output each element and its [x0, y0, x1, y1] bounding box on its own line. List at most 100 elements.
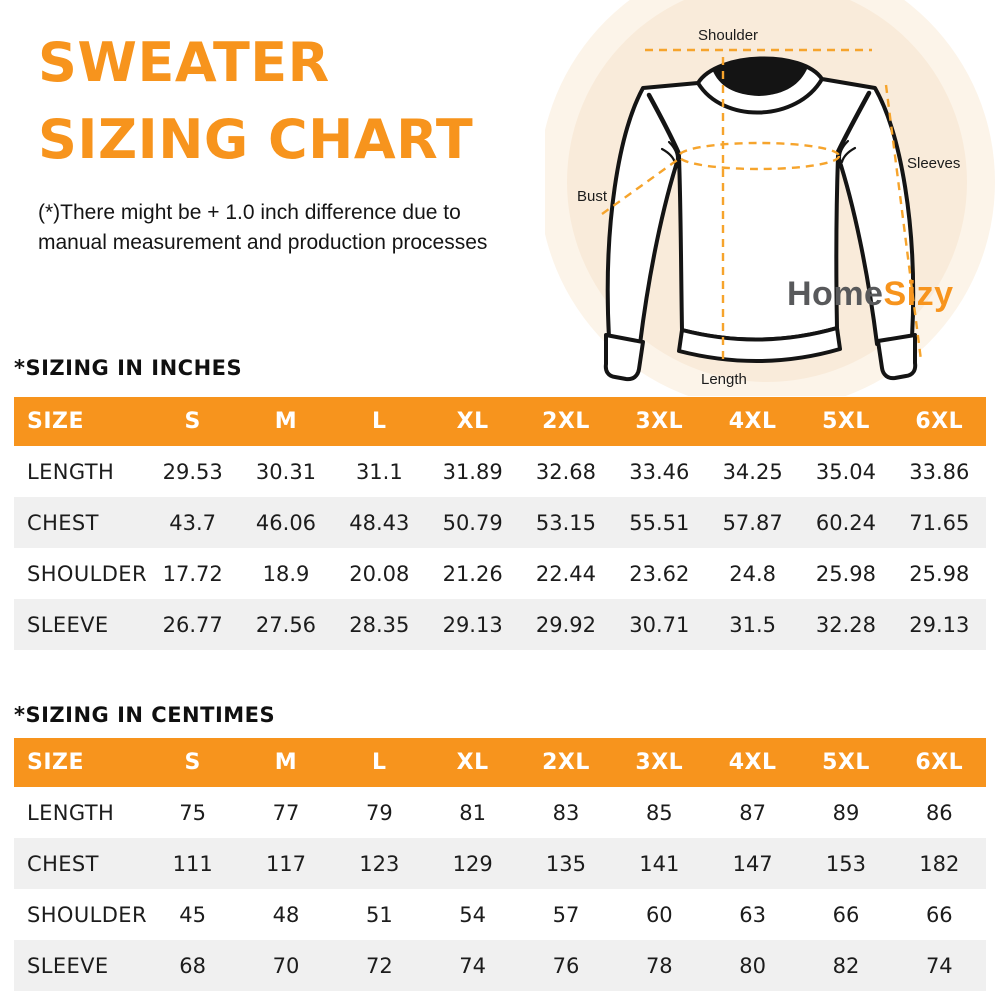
size-value: 60 — [645, 902, 673, 927]
size-value: 182 — [919, 851, 960, 876]
inches-table-title: *SIZING IN INCHES — [14, 356, 243, 380]
length-label: Length — [701, 371, 747, 388]
row-label: SHOULDER — [27, 561, 147, 586]
row-label: LENGTH — [27, 459, 115, 484]
size-value: 68 — [179, 953, 207, 978]
column-header-2xl: 2XL — [519, 738, 613, 787]
logo-text-home: Home — [787, 275, 884, 313]
size-value: 77 — [272, 800, 300, 825]
column-header-xl: XL — [425, 397, 520, 446]
raglan-seam-left — [646, 92, 682, 157]
size-value: 63 — [739, 902, 766, 927]
size-value: 141 — [639, 851, 680, 876]
centimeters-table-container: SIZE S M L XL 2XL 3XL 4XL 5XL 6XL LENGTH 75 77 79 81 83… — [14, 738, 986, 991]
size-value: 89 — [832, 800, 860, 825]
hem-band — [677, 326, 842, 364]
sizing-tables-section: *SIZING IN INCHES SIZE S M L XL 2XL 3XL 4XL 5XL 6… — [14, 356, 986, 991]
column-header-2xl: 2XL — [519, 397, 613, 446]
size-value: 60.24 — [815, 510, 877, 535]
size-value: 51 — [365, 902, 393, 927]
column-header-l: L — [332, 738, 426, 787]
cuff-right — [876, 333, 918, 381]
size-value: 153 — [825, 851, 866, 876]
size-value: 53.15 — [535, 510, 597, 535]
size-value: 26.77 — [162, 612, 223, 637]
row-label: SLEEVE — [27, 612, 109, 637]
row-label: CHEST — [27, 851, 99, 876]
sleeve-measure-line — [884, 84, 923, 361]
sweater-illustration — [545, 0, 995, 396]
table-row-sleeve: SLEEVE 26.77 27.56 28.35 29.13 29.92 30.71 31.5… — [14, 599, 986, 650]
column-header-size: SIZE — [14, 738, 146, 787]
size-value: 46.06 — [255, 510, 317, 535]
column-header-xl: XL — [425, 738, 520, 787]
size-value: 70 — [272, 953, 300, 978]
size-value: 21.26 — [442, 561, 503, 586]
size-value: 17.72 — [162, 561, 223, 586]
bust-pointer-line — [601, 157, 681, 215]
size-value: 135 — [545, 851, 587, 876]
size-value: 35.04 — [815, 459, 877, 484]
bust-measure-ellipse — [677, 141, 841, 171]
row-label: LENGTH — [27, 800, 115, 825]
row-label: SLEEVE — [27, 953, 109, 978]
size-value: 33.46 — [629, 459, 690, 484]
column-header-4xl: 4XL — [705, 397, 800, 446]
size-value: 117 — [265, 851, 307, 876]
size-value: 66 — [832, 902, 860, 927]
size-value: 31.1 — [355, 459, 403, 484]
size-value: 75 — [179, 800, 207, 825]
size-value: 29.13 — [909, 612, 970, 637]
size-value: 31.5 — [729, 612, 777, 637]
size-value: 25.98 — [909, 561, 970, 586]
table-row-sleeve: SLEEVE 68 70 72 74 76 78 80 82 74 — [14, 940, 986, 991]
size-value: 74 — [459, 953, 487, 978]
size-value: 57 — [552, 902, 580, 927]
cuff-left — [603, 333, 645, 382]
sweater-measurement-diagram: Shoulder Sleeves Bust Length HomeSizy — [545, 0, 1000, 396]
column-header-6xl: 6XL — [892, 397, 986, 446]
gather-marks-right — [838, 139, 857, 164]
size-value: 129 — [452, 851, 493, 876]
size-value: 85 — [645, 800, 673, 825]
column-header-4xl: 4XL — [705, 738, 800, 787]
column-header-l: L — [332, 397, 426, 446]
column-header-s: S — [146, 738, 240, 787]
size-value: 72 — [365, 953, 393, 978]
column-header-m: M — [239, 397, 333, 446]
table-row-shoulder: SHOULDER 17.72 18.9 20.08 21.26 22.44 23.62 24.… — [14, 548, 986, 599]
table-row-length: LENGTH 29.53 30.31 31.1 31.89 32.68 33.46 34.25… — [14, 446, 986, 497]
size-value: 34.25 — [722, 459, 783, 484]
collar-seam — [696, 77, 824, 115]
size-value: 48.43 — [349, 510, 410, 535]
size-value: 45 — [179, 902, 207, 927]
table-row-chest: CHEST 43.7 46.06 48.43 50.79 53.15 55.51 57.87 6… — [14, 497, 986, 548]
size-value: 30.71 — [629, 612, 690, 637]
raglan-seam-right — [835, 90, 872, 155]
size-value: 81 — [459, 800, 487, 825]
size-value: 48 — [272, 902, 300, 927]
column-header-6xl: 6XL — [892, 738, 986, 787]
size-value: 24.8 — [729, 561, 777, 586]
disclaimer-text: (*)There might be + 1.0 inch difference … — [38, 198, 487, 258]
size-value: 29.53 — [162, 459, 223, 484]
size-value: 80 — [739, 953, 766, 978]
size-value: 111 — [172, 851, 213, 876]
size-value: 27.56 — [255, 612, 317, 637]
page-title-line-1: SWEATER — [38, 31, 330, 94]
size-value: 30.31 — [255, 459, 317, 484]
inches-table-container: SIZE S M L XL 2XL 3XL 4XL 5XL 6XL LENGTH 29.53 30.31… — [14, 397, 986, 650]
size-value: 32.68 — [535, 459, 597, 484]
size-value: 43.7 — [169, 510, 217, 535]
size-value: 66 — [925, 902, 953, 927]
size-value: 29.92 — [535, 612, 597, 637]
size-value: 50.79 — [442, 510, 503, 535]
column-header-5xl: 5XL — [799, 397, 893, 446]
size-table: SIZE S M L XL 2XL 3XL 4XL 5XL 6XL LENGTH 75 77 79 81 83… — [14, 738, 986, 991]
column-header-size: SIZE — [14, 397, 146, 446]
column-header-3xl: 3XL — [612, 738, 706, 787]
size-value: 28.35 — [349, 612, 410, 637]
size-value: 123 — [359, 851, 400, 876]
table-row-shoulder: SHOULDER 45 48 51 54 57 60 63 66 66 — [14, 889, 986, 940]
size-value: 31.89 — [442, 459, 503, 484]
